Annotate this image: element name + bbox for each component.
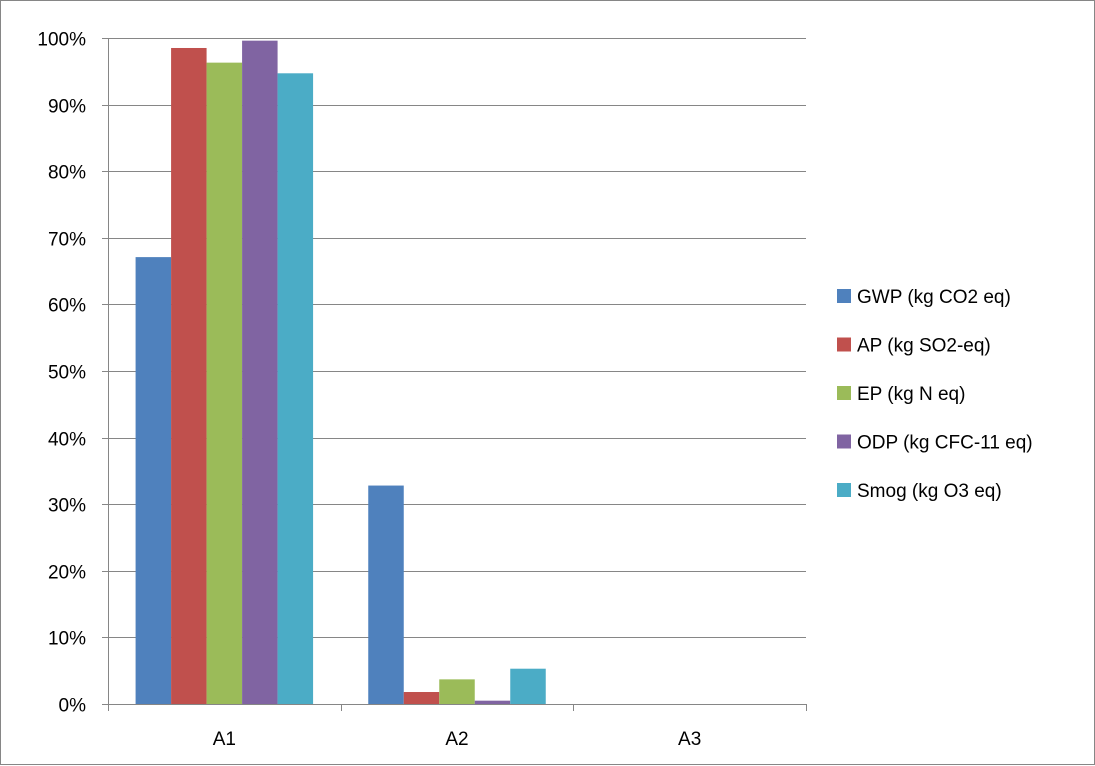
y-tick-label: 50% — [48, 363, 86, 384]
x-tick-label: A2 — [445, 729, 468, 750]
legend-label: GWP (kg CO2 eq) — [857, 287, 1011, 308]
bar-a2-series-1 — [368, 485, 404, 704]
bar-a1-series-4 — [242, 40, 278, 704]
y-tick-label: 40% — [48, 430, 86, 451]
y-tick-label: 10% — [48, 629, 86, 650]
bars — [135, 40, 546, 705]
bar-a1-series-3 — [206, 62, 243, 705]
y-tick-label: 60% — [48, 296, 86, 317]
bar-a1-series-1 — [135, 257, 172, 704]
legend-label: AP (kg SO2-eq) — [857, 336, 991, 357]
bar-a2-series-2 — [403, 692, 440, 704]
legend-swatch — [837, 483, 851, 497]
y-tick-label: 30% — [48, 496, 86, 517]
legend-label: ODP (kg CFC-11 eq) — [857, 433, 1033, 454]
y-tick-label: 90% — [48, 97, 86, 118]
y-tick-label: 0% — [59, 696, 87, 717]
x-tick-label: A1 — [213, 729, 236, 750]
y-tick-label: 70% — [48, 230, 86, 251]
bar-a1-series-5 — [277, 73, 314, 705]
bar-a2-series-5 — [510, 668, 546, 704]
x-tick-label: A3 — [678, 729, 701, 750]
legend: GWP (kg CO2 eq) AP (kg SO2-eq) EP (kg N eq… — [837, 287, 1033, 502]
axes: 0% 10% 20% 30% 40% 50% 60% 70% 80% 90% 100% A1 A2 A3 — [37, 30, 807, 750]
bar-a2-series-4 — [474, 700, 511, 704]
y-tick-label: 100% — [37, 30, 86, 51]
legend-swatch — [837, 434, 851, 449]
bar-a2-series-3 — [439, 679, 475, 704]
legend-swatch — [837, 337, 851, 352]
legend-label: Smog (kg O3 eq) — [857, 481, 1002, 502]
y-tick-label: 20% — [48, 563, 86, 584]
y-tick-label: 80% — [48, 163, 86, 184]
bar-a1-series-2 — [171, 47, 207, 705]
legend-label: EP (kg N eq) — [857, 384, 965, 405]
legend-swatch — [837, 386, 851, 400]
legend-swatch — [837, 289, 851, 303]
